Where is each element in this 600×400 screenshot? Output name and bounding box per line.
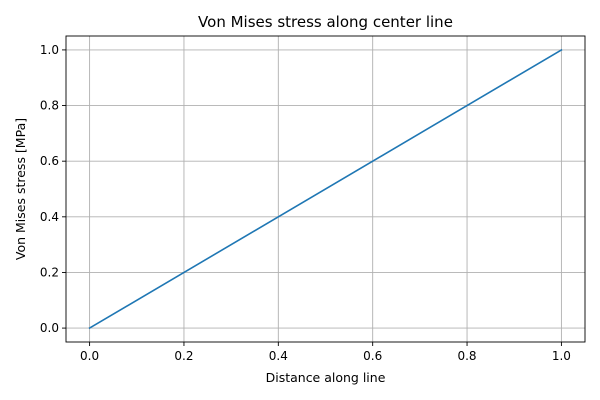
y-tick-label: 0.8 [40, 99, 59, 113]
x-tick-label: 0.2 [174, 349, 193, 363]
x-tick-label: 0.6 [363, 349, 382, 363]
x-tick-label: 0.4 [269, 349, 288, 363]
stress-series-line [88, 48, 563, 330]
grid [66, 36, 585, 342]
y-tick-label: 0.0 [40, 321, 59, 335]
y-tick-label: 0.6 [40, 154, 59, 168]
y-tick-label: 0.2 [40, 265, 59, 279]
y-axis-label: Von Mises stress [MPa] [13, 118, 28, 260]
x-axis-ticks: 0.0 0.2 0.4 0.6 0.8 1.0 [80, 342, 571, 363]
y-axis-ticks: 0.0 0.2 0.4 0.6 0.8 1.0 [40, 43, 66, 335]
series-layer [88, 48, 563, 330]
x-tick-label: 1.0 [552, 349, 571, 363]
y-tick-label: 1.0 [40, 43, 59, 57]
plot-frame [65, 35, 586, 343]
x-tick-label: 0.0 [80, 349, 99, 363]
y-tick-label: 0.4 [40, 210, 59, 224]
chart-title: Von Mises stress along center line [198, 13, 453, 31]
x-tick-label: 0.8 [457, 349, 476, 363]
x-axis-label: Distance along line [266, 370, 386, 385]
